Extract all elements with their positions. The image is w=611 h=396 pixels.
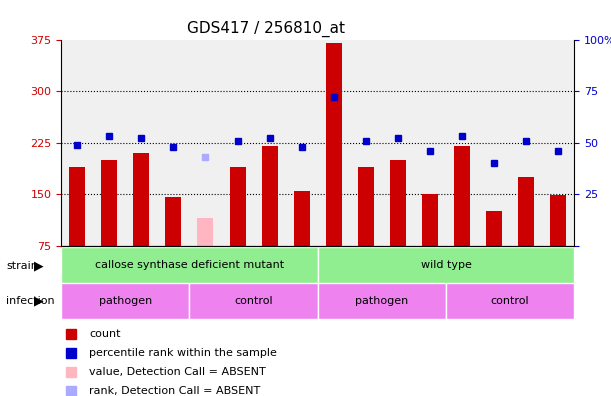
Bar bbox=[262, 146, 277, 246]
Bar bbox=[318, 283, 446, 319]
Bar bbox=[318, 248, 574, 283]
Bar bbox=[518, 177, 534, 246]
Text: percentile rank within the sample: percentile rank within the sample bbox=[89, 348, 277, 358]
Text: rank, Detection Call = ABSENT: rank, Detection Call = ABSENT bbox=[89, 386, 260, 396]
Bar bbox=[486, 211, 502, 246]
Text: infection: infection bbox=[6, 296, 55, 306]
Bar bbox=[69, 167, 85, 246]
Text: count: count bbox=[89, 329, 121, 339]
Text: control: control bbox=[234, 296, 273, 306]
Bar bbox=[61, 248, 318, 283]
Bar bbox=[326, 43, 342, 246]
Bar bbox=[61, 283, 189, 319]
Bar bbox=[230, 167, 246, 246]
Bar bbox=[454, 146, 470, 246]
Text: callose synthase deficient mutant: callose synthase deficient mutant bbox=[95, 260, 284, 270]
Bar bbox=[101, 160, 117, 246]
Text: control: control bbox=[491, 296, 530, 306]
Text: ▶: ▶ bbox=[34, 259, 43, 272]
Bar bbox=[551, 195, 566, 246]
Text: strain: strain bbox=[6, 261, 38, 271]
Bar bbox=[197, 218, 213, 246]
Title: GDS417 / 256810_at: GDS417 / 256810_at bbox=[188, 21, 345, 37]
Text: wild type: wild type bbox=[420, 260, 472, 270]
Text: ▶: ▶ bbox=[34, 295, 43, 307]
Bar bbox=[358, 167, 374, 246]
Text: value, Detection Call = ABSENT: value, Detection Call = ABSENT bbox=[89, 367, 266, 377]
Text: pathogen: pathogen bbox=[355, 296, 409, 306]
Bar bbox=[189, 283, 318, 319]
Bar bbox=[133, 153, 149, 246]
Bar bbox=[390, 160, 406, 246]
Bar bbox=[166, 198, 181, 246]
Text: pathogen: pathogen bbox=[98, 296, 152, 306]
Bar bbox=[294, 190, 310, 246]
Bar bbox=[422, 194, 438, 246]
Bar bbox=[446, 283, 574, 319]
